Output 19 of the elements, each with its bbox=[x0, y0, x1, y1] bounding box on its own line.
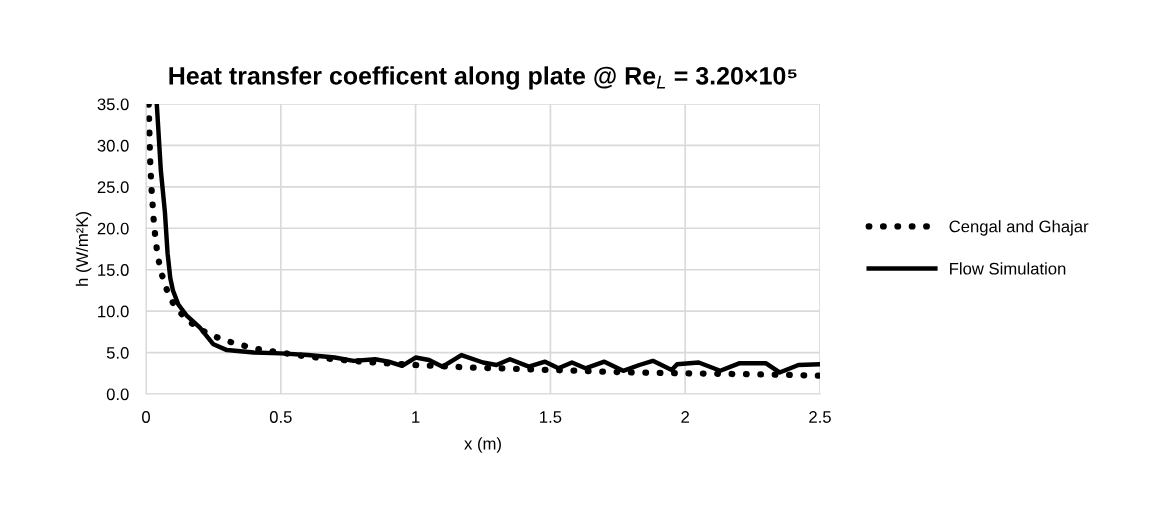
x-axis-title: x (m) bbox=[464, 437, 501, 453]
x-tick-label: 2.5 bbox=[809, 411, 831, 423]
y-tick-label: 15.0 bbox=[98, 264, 129, 276]
legend-label: Flow Simulation bbox=[950, 262, 1066, 275]
x-tick-label: 0 bbox=[142, 411, 150, 423]
x-tick-label: 1.5 bbox=[540, 411, 562, 423]
y-tick-label: 35.0 bbox=[97, 98, 129, 111]
y-axis-title: h (W/m²K) bbox=[75, 212, 92, 286]
y-tick-label: 25.0 bbox=[97, 181, 129, 194]
chart-title: Heat transfer coefficent along plate @ Re$_{L}$ = 3.20×10⁵ bbox=[169, 66, 797, 90]
y-tick-label: 0.0 bbox=[106, 388, 129, 401]
x-tick-label: 1 bbox=[412, 411, 420, 423]
y-tick-label: 30.0 bbox=[97, 139, 129, 152]
legend-label: Cengal and Ghajar bbox=[949, 220, 1089, 236]
y-tick-label: 10.0 bbox=[98, 305, 129, 318]
x-tick-label: 0.5 bbox=[269, 411, 292, 423]
y-tick-label: 5.0 bbox=[106, 346, 129, 359]
x-tick-label: 2 bbox=[681, 411, 689, 423]
y-tick-label: 20.0 bbox=[97, 222, 129, 235]
